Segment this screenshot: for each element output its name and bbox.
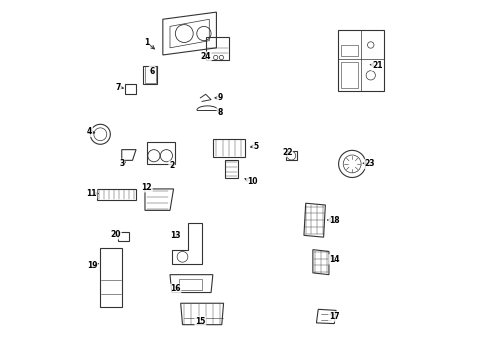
Text: 24: 24 (200, 52, 211, 61)
Text: 1: 1 (144, 38, 149, 47)
Text: 8: 8 (217, 108, 222, 117)
Text: 20: 20 (110, 230, 121, 239)
Text: 16: 16 (170, 284, 181, 293)
Text: 21: 21 (372, 61, 382, 70)
Text: 9: 9 (218, 93, 222, 102)
Text: 13: 13 (170, 231, 181, 240)
Bar (179, 279, 202, 290)
Text: 15: 15 (195, 316, 205, 325)
Text: 18: 18 (329, 216, 340, 225)
Text: 7: 7 (116, 83, 121, 92)
Text: 2: 2 (169, 161, 174, 170)
Text: 10: 10 (247, 177, 257, 186)
Text: 3: 3 (119, 159, 124, 168)
Text: 5: 5 (253, 141, 258, 150)
Bar (341, 62, 358, 88)
Bar (341, 45, 358, 56)
Text: 23: 23 (365, 159, 375, 168)
Text: 17: 17 (329, 312, 340, 321)
Text: 19: 19 (87, 261, 98, 270)
Text: 22: 22 (282, 148, 293, 157)
Text: 14: 14 (329, 255, 340, 264)
Text: 4: 4 (87, 127, 92, 136)
Text: 11: 11 (86, 189, 97, 198)
Text: 6: 6 (149, 67, 155, 76)
Text: 12: 12 (142, 183, 152, 192)
